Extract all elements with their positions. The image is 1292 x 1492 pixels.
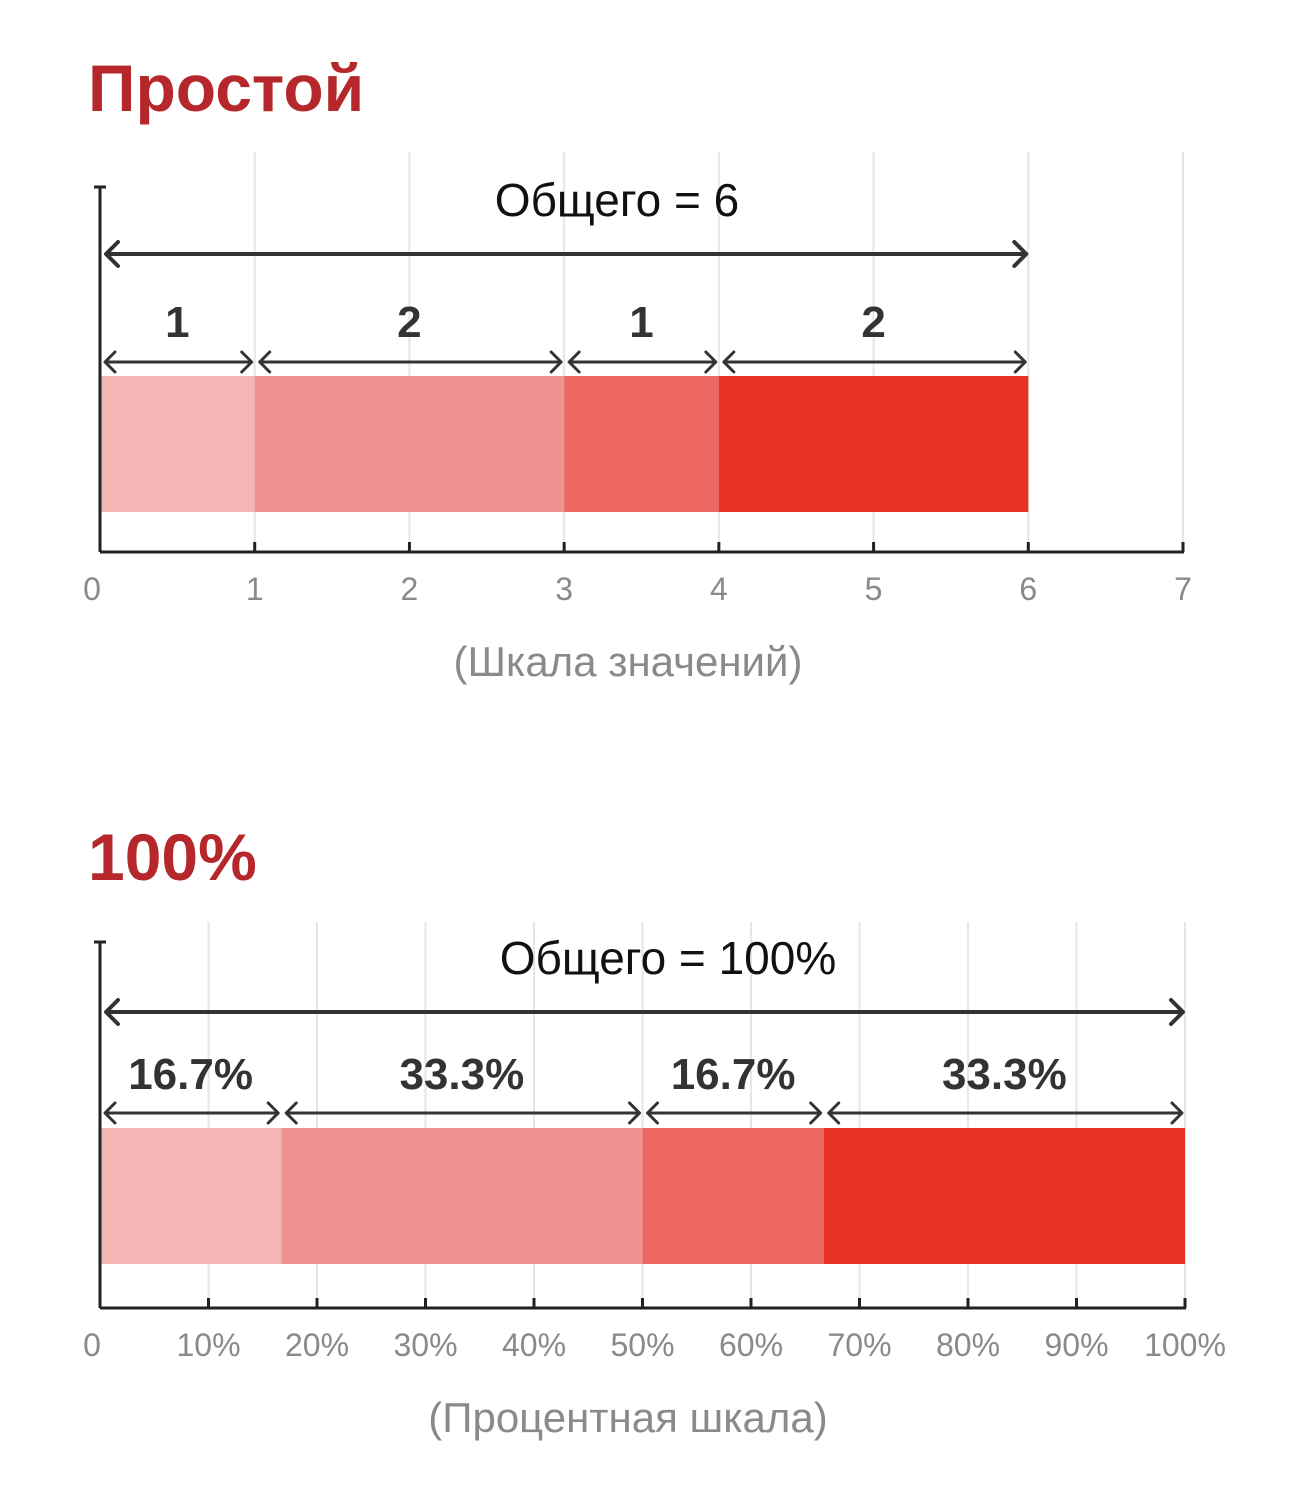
segment-dimension-arrow-3 — [646, 1101, 823, 1125]
bar-segment-3 — [642, 1128, 824, 1264]
bar-segment-1 — [100, 376, 255, 512]
x-tick-label: 100% — [1144, 1327, 1226, 1363]
x-tick-label: 2 — [401, 571, 419, 607]
total-label: Общего = 6 — [495, 174, 739, 226]
x-tick-label: 5 — [865, 571, 883, 607]
x-axis-title: (Шкала значений) — [454, 638, 803, 685]
segment-value-label-4: 2 — [861, 298, 885, 347]
x-tick-label: 40% — [502, 1327, 566, 1363]
segment-value-label-1: 16.7% — [128, 1050, 253, 1099]
x-tick-label: 6 — [1019, 571, 1037, 607]
bar-segment-1 — [100, 1128, 282, 1264]
bar-segment-2 — [254, 376, 565, 512]
segment-value-label-2: 33.3% — [399, 1050, 524, 1099]
x-tick-label: 70% — [827, 1327, 891, 1363]
segment-dimension-arrow-2 — [258, 350, 563, 374]
x-tick-label: 90% — [1044, 1327, 1108, 1363]
segment-value-label-3: 16.7% — [671, 1050, 796, 1099]
segment-dimension-arrow-1 — [103, 1101, 280, 1125]
x-tick-label: 3 — [555, 571, 573, 607]
segment-value-label-4: 33.3% — [942, 1050, 1067, 1099]
x-tick-label: 20% — [285, 1327, 349, 1363]
x-tick-label: 1 — [246, 571, 264, 607]
bar-segment-4 — [823, 1128, 1185, 1264]
segment-dimension-arrow-4 — [722, 350, 1027, 374]
x-tick-label: 0 — [83, 1327, 101, 1363]
x-axis-title: (Процентная шкала) — [428, 1394, 827, 1441]
x-tick-label: 60% — [719, 1327, 783, 1363]
chart-title-simple: Простой — [88, 51, 365, 125]
stacked-bar-chart-simple: 0 1 2 3 4 5 6 7 (Шкала значений) Общего = 6 1 2 1 2 — [83, 152, 1192, 685]
stacked-bar-chart-percent: 0 10% 20% 30% 40% 50% 60% 70% 80% 90% 100% (Процент… — [83, 922, 1226, 1441]
segment-value-label-1: 1 — [165, 298, 189, 347]
x-tick-label: 4 — [710, 571, 728, 607]
segment-dimension-arrow-4 — [827, 1101, 1184, 1125]
bar-segment-2 — [281, 1128, 643, 1264]
total-dimension-arrow — [104, 998, 1185, 1026]
x-tick-label: 30% — [393, 1327, 457, 1363]
x-tick-label: 10% — [176, 1327, 240, 1363]
segment-dimension-arrow-3 — [567, 350, 718, 374]
total-dimension-arrow — [104, 240, 1029, 268]
total-label: Общего = 100% — [500, 932, 836, 984]
segment-dimension-arrow-1 — [103, 350, 254, 374]
bar-segment-3 — [564, 376, 719, 512]
segment-value-label-2: 2 — [397, 298, 421, 347]
x-tick-label: 80% — [936, 1327, 1000, 1363]
segment-dimension-arrow-2 — [284, 1101, 641, 1125]
chart-title-percent: 100% — [88, 820, 257, 894]
bar-segment-4 — [718, 376, 1029, 512]
x-tick-label: 7 — [1174, 571, 1192, 607]
x-tick-label: 50% — [610, 1327, 674, 1363]
x-tick-label: 0 — [83, 571, 101, 607]
segment-value-label-3: 1 — [629, 298, 653, 347]
